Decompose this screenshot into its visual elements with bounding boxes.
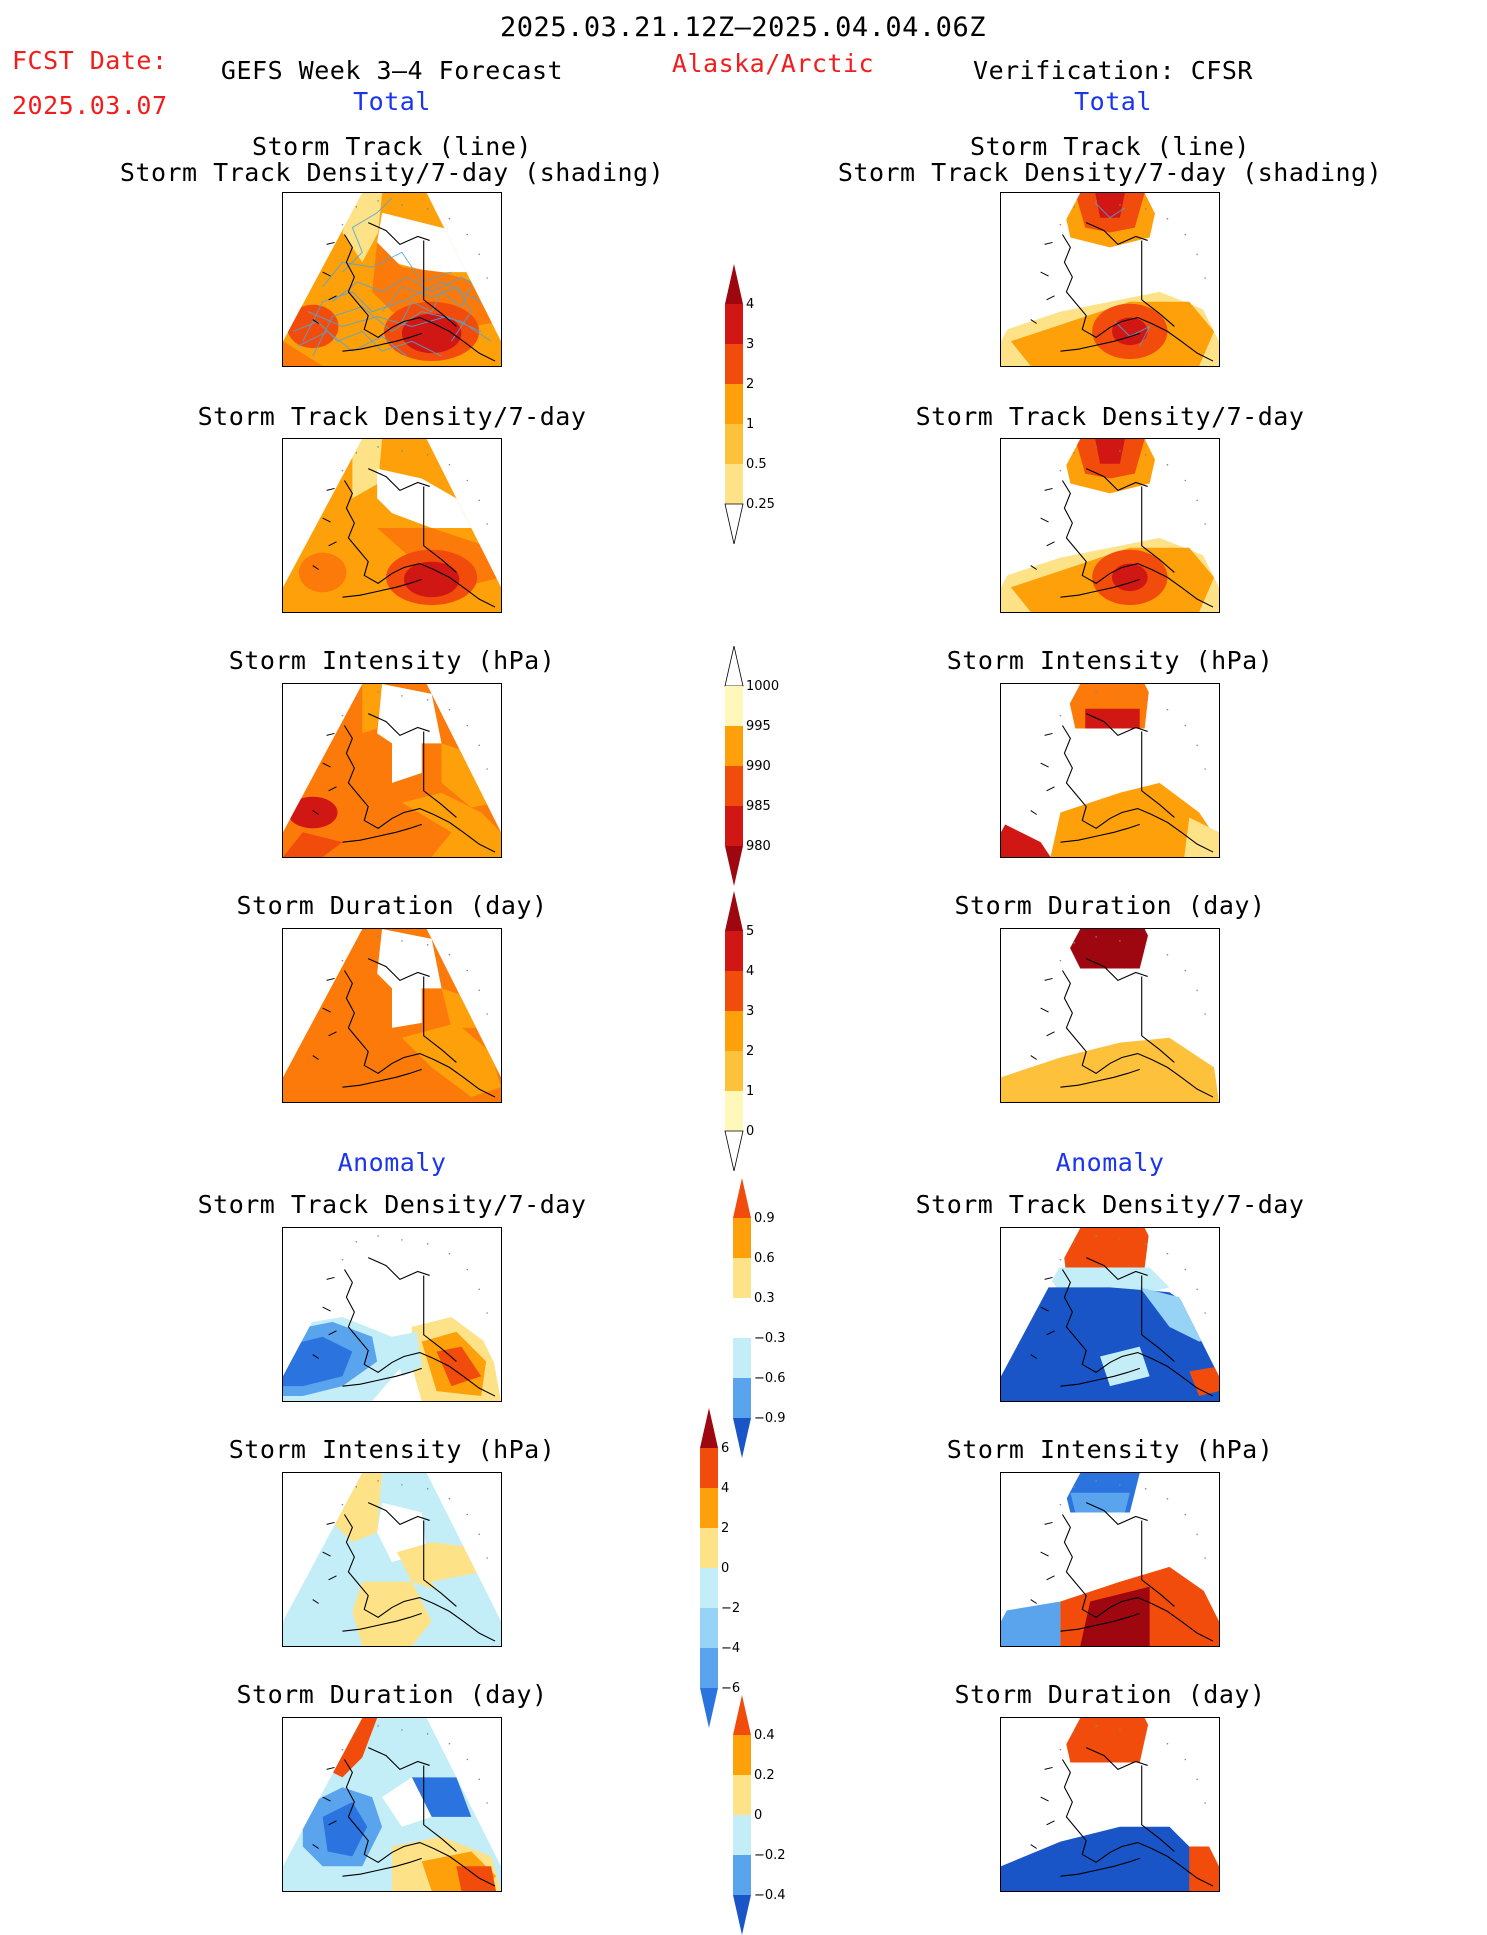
left-anomaly-label: Anomaly bbox=[337, 1148, 447, 1177]
left-anom-intensity-map bbox=[282, 1472, 502, 1647]
right-track-density-map bbox=[1000, 192, 1220, 367]
right-duration-map bbox=[1000, 928, 1220, 1103]
right-column-title: Verification: CFSR bbox=[973, 56, 1253, 85]
right-anom-duration-map bbox=[1000, 1717, 1220, 1892]
right-total-label: Total bbox=[1074, 87, 1152, 116]
left-anom-duration-map bbox=[282, 1717, 502, 1892]
left-anom-intensity-title: Storm Intensity (hPa) bbox=[228, 1435, 556, 1464]
left-anom-duration-title: Storm Duration (day) bbox=[236, 1680, 548, 1709]
right-intensity-map bbox=[1000, 683, 1220, 858]
right-density-map bbox=[1000, 438, 1220, 613]
density-anomaly-colorbar: 0.9 0.6 0.3 −0.3 −0.6 −0.9 bbox=[732, 1178, 812, 1458]
fcst-date-label: FCST Date: bbox=[12, 46, 168, 75]
right-anom-intensity-map bbox=[1000, 1472, 1220, 1647]
left-duration-map bbox=[282, 928, 502, 1103]
right-anom-density-title: Storm Track Density/7-day bbox=[915, 1190, 1305, 1219]
left-column-title: GEFS Week 3–4 Forecast bbox=[220, 56, 564, 85]
density-total-colorbar: 4 3 2 1 0.5 0.25 bbox=[724, 264, 804, 544]
left-track-title: Storm Track (line) Storm Track Density/7-… bbox=[119, 132, 665, 187]
left-track-density-map bbox=[282, 192, 502, 367]
region-label: Alaska/Arctic bbox=[671, 49, 875, 78]
duration-total-colorbar: 5 4 3 2 1 0 bbox=[724, 891, 804, 1171]
left-duration-title: Storm Duration (day) bbox=[236, 891, 548, 920]
left-density-map bbox=[282, 438, 502, 613]
right-density-title: Storm Track Density/7-day bbox=[915, 402, 1305, 431]
right-anom-duration-title: Storm Duration (day) bbox=[954, 1680, 1266, 1709]
right-anomaly-label: Anomaly bbox=[1055, 1148, 1165, 1177]
right-anom-density-map bbox=[1000, 1227, 1220, 1402]
duration-anomaly-colorbar: 0.4 0.2 0 −0.2 −0.4 bbox=[732, 1695, 812, 1935]
right-track-title: Storm Track (line) Storm Track Density/7-… bbox=[837, 132, 1383, 187]
fcst-date-value: 2025.03.07 bbox=[12, 91, 168, 120]
intensity-total-colorbar: 1000 995 990 985 980 bbox=[724, 646, 804, 886]
left-intensity-title: Storm Intensity (hPa) bbox=[228, 646, 556, 675]
date-range-title: 2025.03.21.12Z–2025.04.04.06Z bbox=[500, 12, 986, 43]
right-duration-title: Storm Duration (day) bbox=[954, 891, 1266, 920]
right-anom-intensity-title: Storm Intensity (hPa) bbox=[946, 1435, 1274, 1464]
left-intensity-map bbox=[282, 683, 502, 858]
intensity-anomaly-colorbar: 6 4 2 0 −2 −4 −6 bbox=[699, 1408, 779, 1728]
right-intensity-title: Storm Intensity (hPa) bbox=[946, 646, 1274, 675]
left-anom-density-map bbox=[282, 1227, 502, 1402]
left-anom-density-title: Storm Track Density/7-day bbox=[197, 1190, 587, 1219]
left-total-label: Total bbox=[353, 87, 431, 116]
left-density-title: Storm Track Density/7-day bbox=[197, 402, 587, 431]
